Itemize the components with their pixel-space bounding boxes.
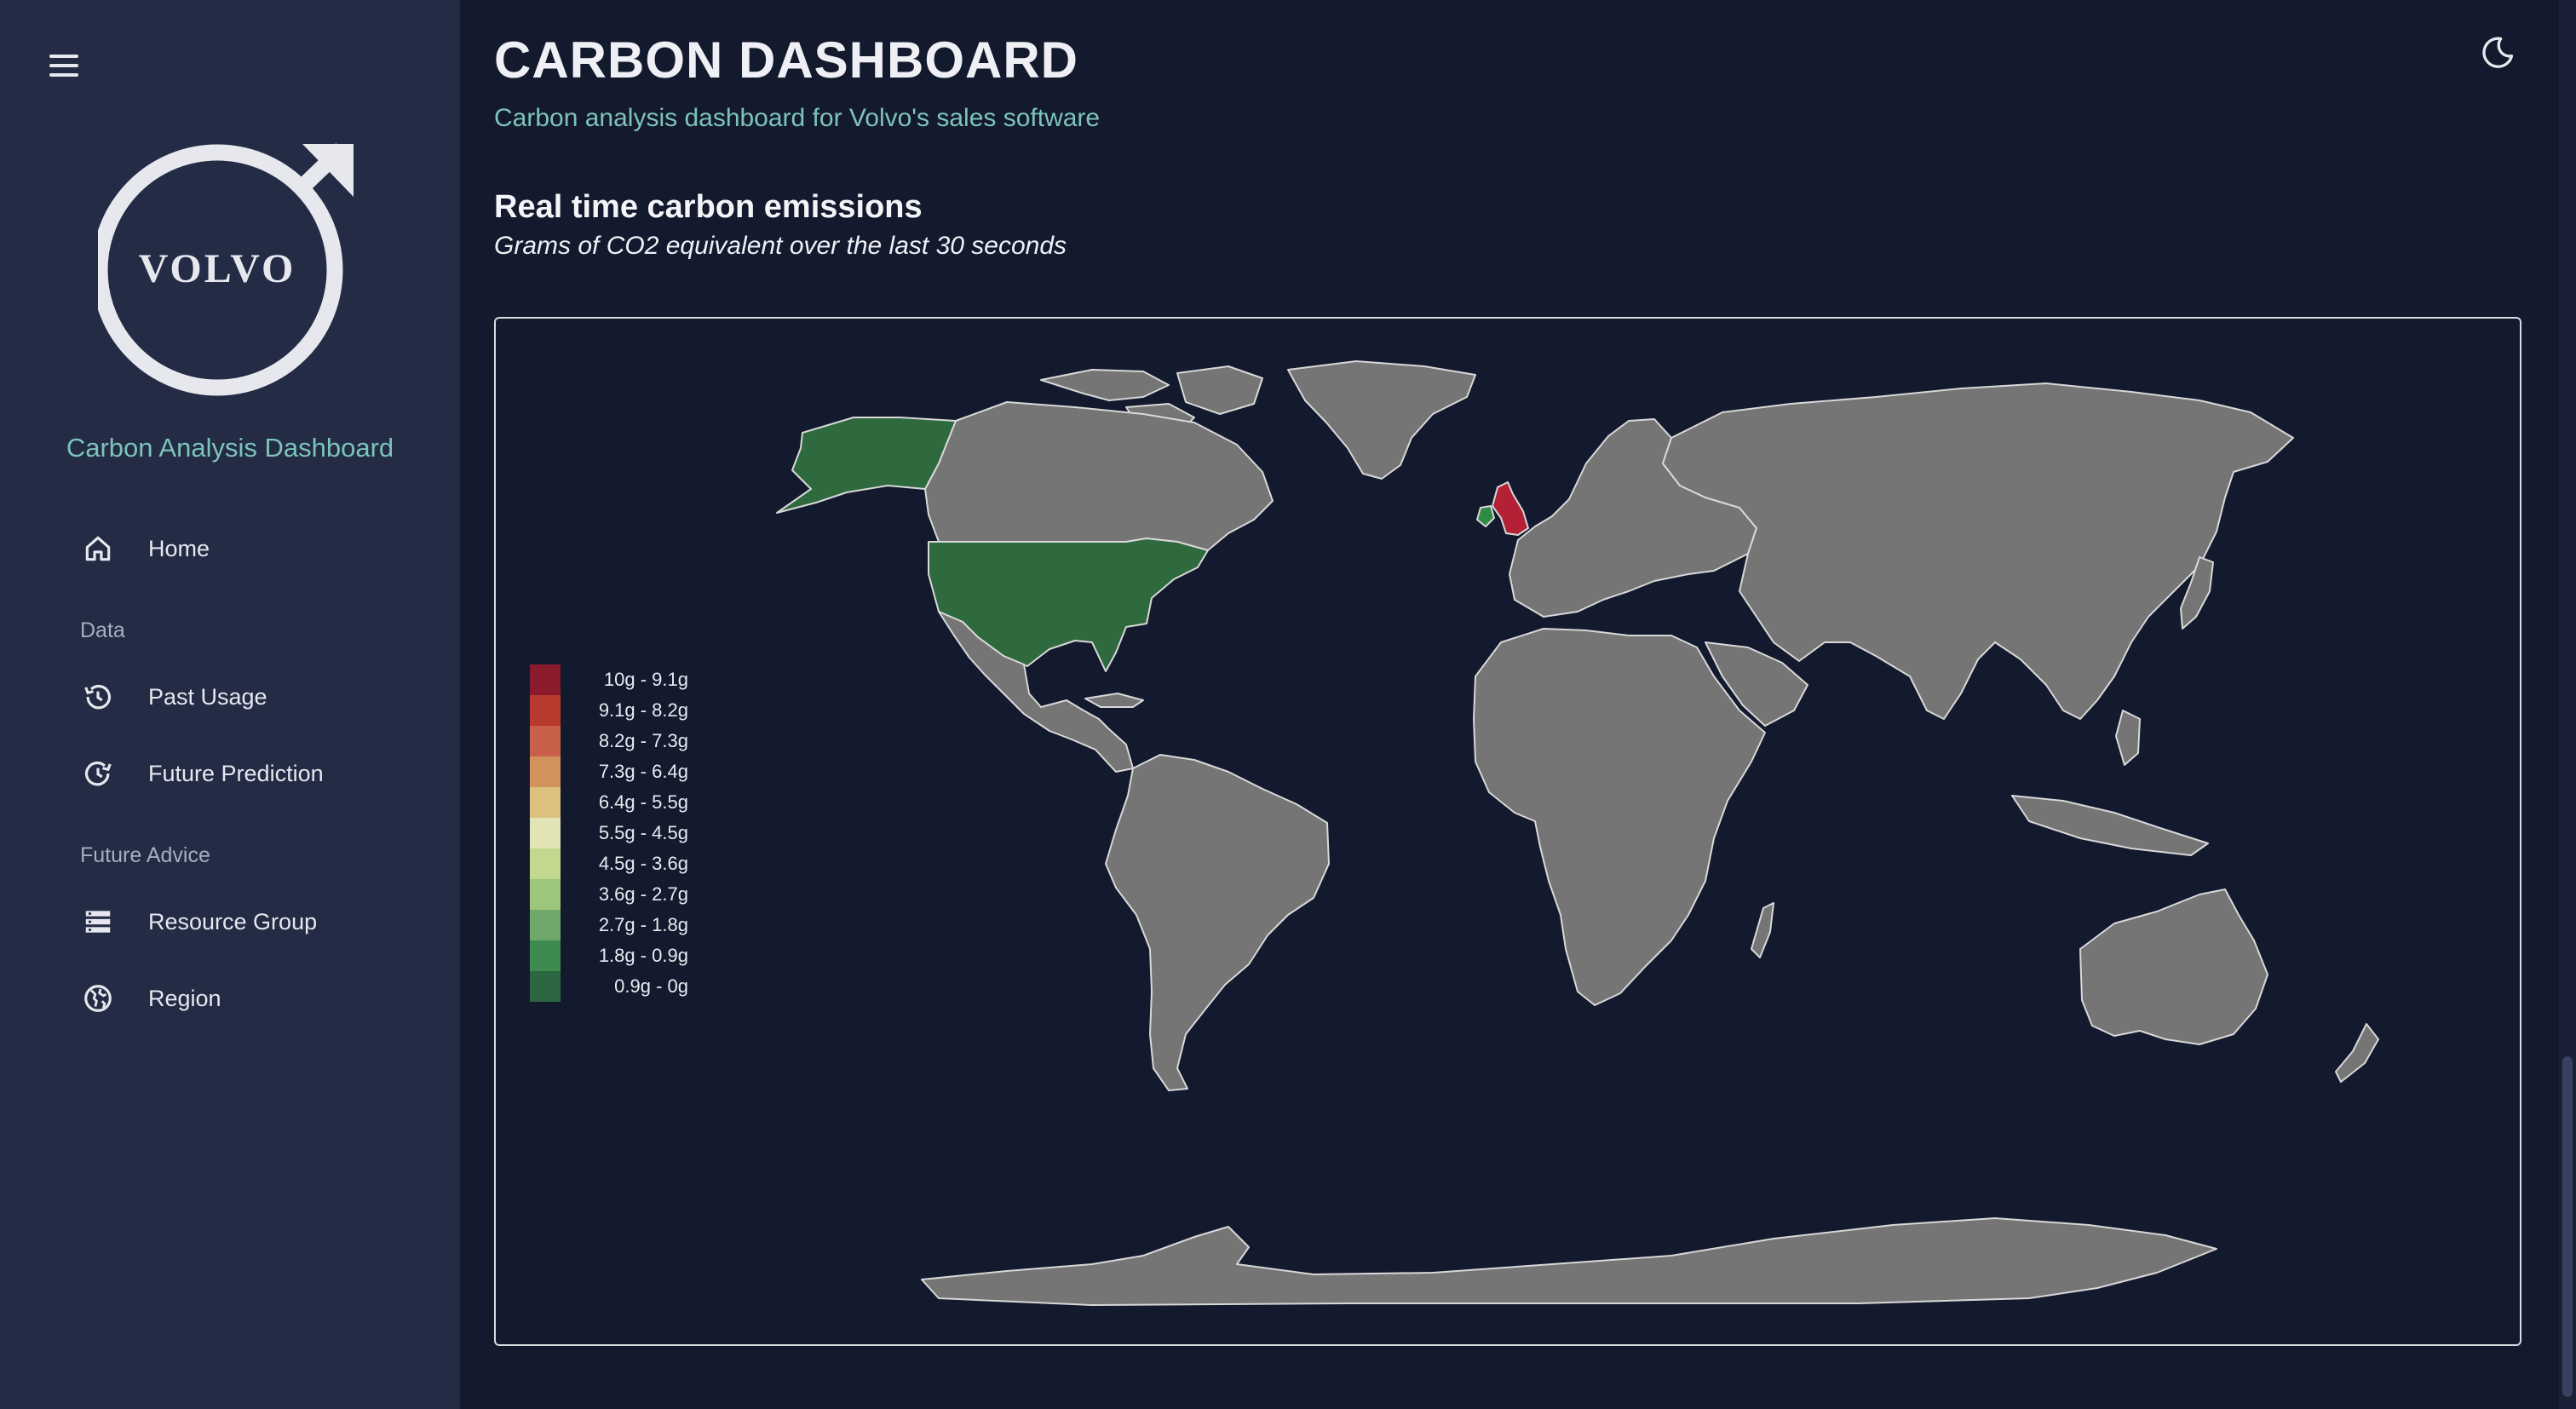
map-region-mexico[interactable]	[938, 611, 1134, 773]
legend-swatch	[530, 910, 561, 940]
legend-item: 5.5g - 4.5g	[530, 818, 688, 848]
legend-swatch	[530, 664, 561, 695]
map-region-africa[interactable]	[1473, 628, 1766, 1006]
map-region-indonesia[interactable]	[2011, 795, 2209, 856]
map-container: 10g - 9.1g 9.1g - 8.2g 8.2g - 7.3g 7.3g …	[494, 317, 2521, 1346]
world-map	[776, 360, 2379, 1306]
map-region-arctic-islands	[1176, 365, 1263, 415]
main-content: CARBON DASHBOARD Carbon analysis dashboa…	[494, 0, 2556, 1409]
map-region-south-america[interactable]	[1105, 754, 1330, 1091]
legend-label: 8.2g - 7.3g	[598, 730, 688, 751]
legend-swatch	[530, 818, 561, 848]
sidebar-item-home[interactable]: Home	[77, 521, 434, 576]
scrollbar[interactable]	[2559, 0, 2576, 1409]
map-region-japan[interactable]	[2180, 556, 2214, 630]
sidebar-item-label: Home	[148, 535, 210, 561]
section-subtitle: Grams of CO2 equivalent over the last 30…	[494, 232, 1067, 260]
legend-item: 9.1g - 8.2g	[530, 695, 688, 726]
sidebar-item-label: Future Prediction	[148, 760, 324, 786]
legend-swatch	[530, 848, 561, 879]
map-region-asia[interactable]	[1662, 382, 2294, 720]
sidebar-item-future-prediction[interactable]: Future Prediction	[77, 746, 434, 801]
map-legend: 10g - 9.1g 9.1g - 8.2g 8.2g - 7.3g 7.3g …	[530, 664, 688, 1002]
sidebar-item-label: Past Usage	[148, 683, 267, 710]
map-region-philippines	[2115, 710, 2141, 766]
history-icon	[77, 676, 119, 718]
legend-label: 2.7g - 1.8g	[598, 914, 688, 935]
map-region-greenland[interactable]	[1287, 360, 1476, 480]
volvo-logo: VOLVO	[98, 143, 354, 396]
map-region-madagascar	[1751, 902, 1774, 958]
map-region-caribbean	[1084, 693, 1144, 708]
legend-label: 1.8g - 0.9g	[598, 945, 688, 966]
section-label-future-advice: Future Advice	[80, 843, 210, 867]
legend-label: 0.9g - 0g	[614, 975, 688, 997]
page-title: CARBON DASHBOARD	[494, 32, 1078, 89]
legend-label: 6.4g - 5.5g	[598, 791, 688, 813]
section-label-data: Data	[80, 618, 125, 642]
map-region-arabia[interactable]	[1705, 641, 1808, 727]
legend-item: 10g - 9.1g	[530, 664, 688, 695]
server-icon	[77, 900, 119, 943]
map-region-arctic-islands	[1040, 369, 1170, 401]
legend-item: 0.9g - 0g	[530, 971, 688, 1002]
sidebar-item-past-usage[interactable]: Past Usage	[77, 670, 434, 724]
legend-item: 4.5g - 3.6g	[530, 848, 688, 879]
legend-item: 8.2g - 7.3g	[530, 726, 688, 756]
map-region-alaska[interactable]	[776, 417, 957, 514]
legend-swatch	[530, 756, 561, 787]
map-region-antarctica[interactable]	[921, 1217, 2217, 1306]
legend-swatch	[530, 940, 561, 971]
map-region-uk[interactable]	[1492, 481, 1529, 536]
future-icon	[77, 752, 119, 795]
legend-item: 1.8g - 0.9g	[530, 940, 688, 971]
legend-item: 7.3g - 6.4g	[530, 756, 688, 787]
map-region-australia[interactable]	[2079, 889, 2268, 1045]
globe-icon	[77, 977, 119, 1020]
legend-swatch	[530, 879, 561, 910]
sidebar-item-label: Resource Group	[148, 908, 318, 935]
map-region-new-zealand	[2335, 1023, 2379, 1083]
legend-swatch	[530, 971, 561, 1002]
legend-item: 3.6g - 2.7g	[530, 879, 688, 910]
logo-text: VOLVO	[139, 246, 296, 291]
home-icon	[77, 527, 119, 570]
legend-swatch	[530, 787, 561, 818]
legend-label: 9.1g - 8.2g	[598, 699, 688, 721]
menu-icon[interactable]	[49, 55, 78, 80]
page-subtitle: Carbon analysis dashboard for Volvo's sa…	[494, 104, 1101, 132]
scrollbar-thumb[interactable]	[2562, 1056, 2573, 1397]
legend-item: 6.4g - 5.5g	[530, 787, 688, 818]
legend-swatch	[530, 695, 561, 726]
brand-title: Carbon Analysis Dashboard	[66, 433, 394, 463]
legend-label: 7.3g - 6.4g	[598, 761, 688, 782]
legend-label: 3.6g - 2.7g	[598, 883, 688, 905]
legend-label: 5.5g - 4.5g	[598, 822, 688, 843]
map-region-canada[interactable]	[924, 401, 1274, 551]
sidebar: VOLVO Carbon Analysis Dashboard Home Dat…	[0, 0, 460, 1409]
legend-item: 2.7g - 1.8g	[530, 910, 688, 940]
moon-icon[interactable]	[2479, 34, 2516, 72]
sidebar-item-region[interactable]: Region	[77, 971, 434, 1026]
legend-label: 4.5g - 3.6g	[598, 853, 688, 874]
legend-label: 10g - 9.1g	[603, 669, 688, 690]
sidebar-item-label: Region	[148, 985, 221, 1011]
map-region-ireland[interactable]	[1476, 505, 1495, 527]
sidebar-item-resource-group[interactable]: Resource Group	[77, 894, 434, 949]
legend-swatch	[530, 726, 561, 756]
section-title: Real time carbon emissions	[494, 189, 923, 225]
